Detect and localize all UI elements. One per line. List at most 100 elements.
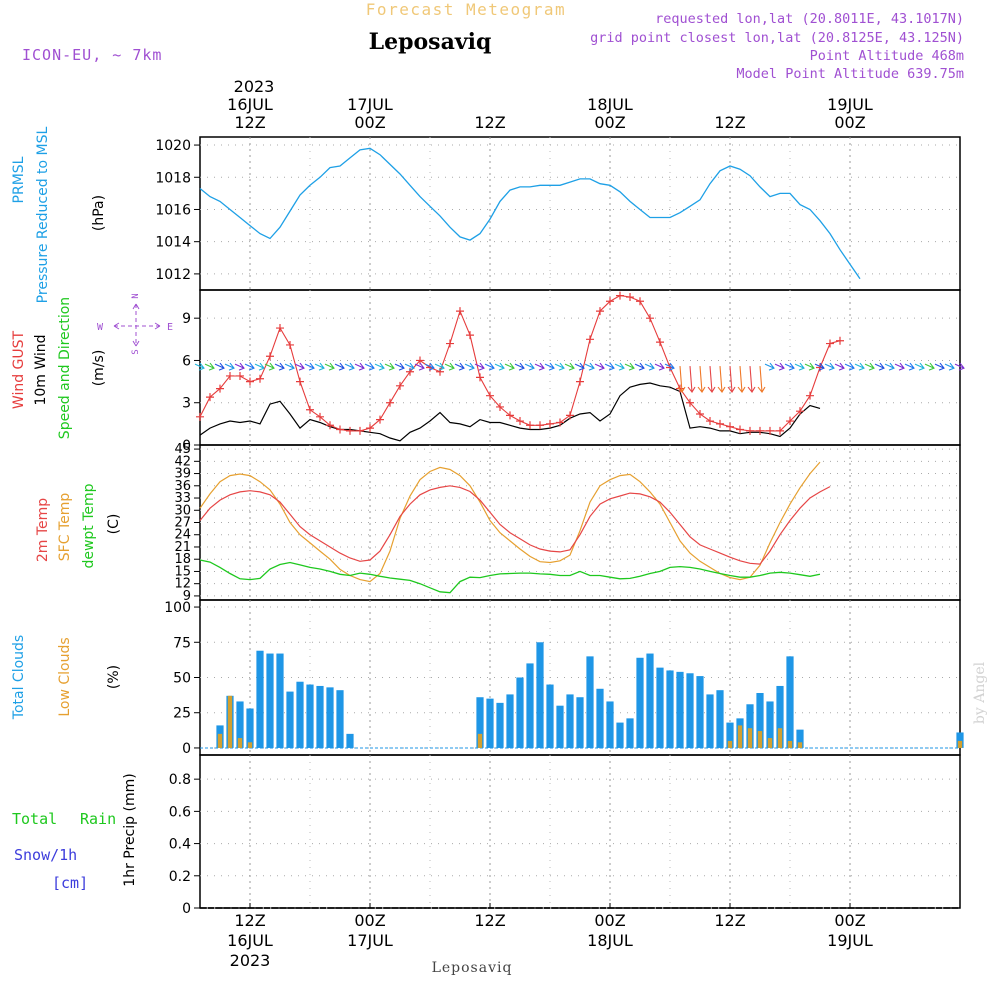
wind-arrow-icon — [194, 362, 205, 371]
total-cloud-bar — [756, 693, 764, 748]
top-date-label: 18JUL — [587, 95, 633, 114]
wind-direction-arrow — [304, 362, 315, 371]
wind-direction-arrow — [214, 362, 225, 371]
top-date-label: 19JUL — [827, 95, 873, 114]
wind-direction-arrow — [757, 366, 766, 394]
total-label: Total — [12, 810, 57, 828]
wind-arrow-icon — [374, 362, 385, 371]
wind-direction-arrow — [474, 362, 485, 371]
prmsl-title: PRMSL — [11, 156, 27, 203]
gust-marker — [516, 417, 524, 426]
bottom-date-label: 16JUL — [227, 931, 273, 950]
temp-tick-label: 33 — [174, 491, 191, 506]
wind-10m-line — [199, 382, 821, 442]
low-cloud-bar — [777, 728, 783, 748]
wind-direction-arrow — [344, 362, 355, 371]
t2m-title: 2m Temp — [35, 498, 51, 562]
wind-direction-arrow — [954, 362, 965, 371]
wind-direction-arrow — [284, 362, 295, 371]
temp-tick-label: 21 — [174, 540, 191, 555]
precip-unit: 1hr Precip (mm) — [122, 773, 138, 886]
precip-panel: 0 0.2 0.4 0.6 0.8 — [169, 754, 961, 917]
gust-marker — [736, 425, 744, 434]
wind-direction-arrow — [747, 366, 756, 394]
bottom-date-label: 19JUL — [827, 931, 873, 950]
wind-direction-arrow — [904, 362, 915, 371]
total-cloud-bar — [636, 657, 644, 748]
wind-arrow-icon — [294, 362, 305, 371]
top-date-label: 16JUL — [227, 95, 273, 114]
gust-marker — [806, 391, 814, 400]
total-cloud-bar — [506, 694, 514, 748]
wind-arrow-icon — [564, 362, 575, 371]
compass-w: W — [97, 322, 104, 333]
wind-direction-arrow — [244, 362, 255, 371]
wind-direction-arrow — [884, 362, 895, 371]
dewpt-title: dewpt Temp — [81, 483, 97, 568]
wind-direction-arrow — [764, 362, 775, 371]
gust-marker — [756, 426, 764, 435]
precip-tick-label: 0.8 — [169, 772, 191, 788]
wind-arrow-icon — [424, 362, 435, 371]
wind-arrow-icon — [554, 362, 565, 371]
total-cloud-bar — [716, 690, 724, 748]
wind-arrow-icon — [314, 362, 325, 371]
gust-marker — [596, 307, 604, 316]
wind-direction-arrow — [424, 362, 435, 371]
wind-arrow-icon — [834, 362, 845, 371]
wind-direction-arrow — [294, 362, 305, 371]
wind-arrow-icon — [604, 362, 615, 371]
wind-direction-arrow — [384, 362, 395, 371]
total-cloud-bar — [566, 694, 574, 748]
total-cloud-bar — [646, 653, 654, 748]
clouds-panel: 0 25 50 75 100 — [164, 599, 964, 757]
wind-arrow-icon — [804, 362, 815, 371]
low-cloud-bar — [237, 738, 243, 748]
wind-direction-arrow — [664, 362, 675, 371]
low-cloud-bar — [227, 695, 233, 748]
temperature-panel-frame — [199, 444, 961, 601]
wind-direction-arrow — [834, 362, 845, 371]
gust-marker — [336, 425, 344, 434]
dewpt-line — [199, 559, 821, 594]
gust-marker — [586, 335, 594, 344]
wind-arrow-icon — [344, 362, 355, 371]
temp-tick-label: 42 — [174, 454, 191, 469]
gust-marker — [356, 426, 364, 435]
wind-direction-arrow — [854, 362, 865, 371]
wind-direction-arrow — [414, 362, 425, 371]
gust-marker — [526, 421, 534, 430]
pressure-tick-label: 1016 — [155, 202, 191, 218]
wind-direction-arrow — [944, 362, 955, 371]
wind-arrow-icon — [414, 362, 425, 371]
total-cloud-bar — [286, 691, 294, 748]
top-hour-label: 12Z — [474, 113, 505, 132]
gust-marker — [326, 421, 334, 430]
wind-arrow-icon — [904, 362, 915, 371]
clouds-tick-label: 50 — [173, 671, 191, 687]
wind-arrow-icon — [654, 362, 665, 371]
total-cloud-bar — [796, 729, 804, 748]
low-cloud-bar — [477, 733, 483, 748]
clouds-tick-label: 75 — [173, 635, 191, 651]
wind-tick-label: 3 — [182, 396, 191, 412]
wind-direction-arrow — [534, 362, 545, 371]
gust-marker — [656, 338, 664, 347]
wind-arrow-icon — [747, 366, 756, 394]
low-cloud-bar — [757, 731, 763, 748]
wind-arrow-icon — [334, 362, 345, 371]
gust-marker — [406, 367, 414, 376]
wind-arrow-icon — [204, 362, 215, 371]
total-cloud-bar — [256, 650, 264, 748]
clouds-tick-label: 0 — [182, 741, 191, 757]
wind-direction-arrow — [274, 362, 285, 371]
sfc-temp-title: SFC Temp — [57, 493, 73, 562]
wind-arrow-icon — [854, 362, 865, 371]
wind-direction-arrow — [784, 362, 795, 371]
wind-direction-arrow — [624, 362, 635, 371]
top-hour-label: 00Z — [594, 113, 625, 132]
gust-marker — [346, 426, 354, 435]
wind-direction-arrow — [707, 366, 716, 394]
gust-marker — [266, 352, 274, 361]
total-cloud-bar — [296, 681, 304, 748]
